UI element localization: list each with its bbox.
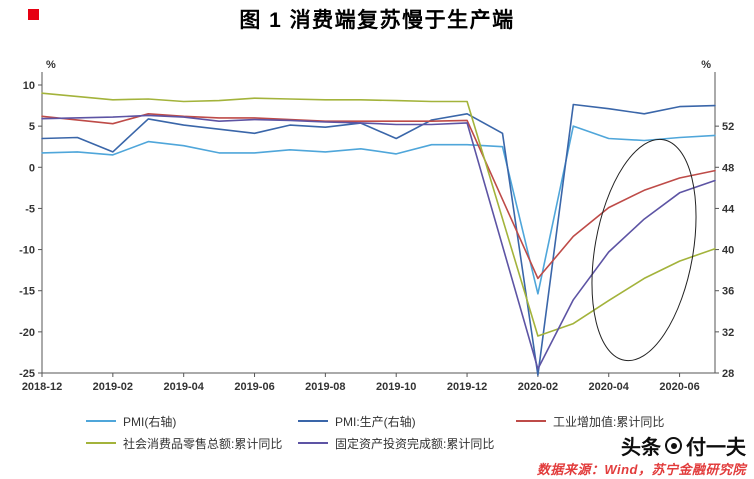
x-axis-tick-label: 2020-02: [518, 381, 558, 393]
chart-legend: PMI(右轴) PMI:生产(右轴) 工业增加值:累计同比社会消费品零售总额:累计同…: [86, 410, 726, 454]
x-axis-tick-label: 2019-10: [376, 381, 416, 393]
figure-header: 图 1 消费端复苏慢于生产端: [0, 4, 754, 34]
legend-swatch: [86, 420, 116, 422]
legend-label: 工业增加值:累计同比: [553, 414, 665, 429]
legend-swatch: [298, 442, 328, 444]
right-axis-tick-label: 48: [722, 162, 734, 174]
x-axis-tick-label: 2020-04: [589, 381, 630, 393]
line-chart: 10 5 0 -5 -10 -15 -20 -25% 52 48 44 40 36 32 28% 2018-1…: [19, 59, 735, 393]
left-axis-tick-label: 0: [29, 162, 35, 174]
series-line-0: [41, 125, 716, 295]
legend-label: 社会消费品零售总额:累计同比: [123, 436, 283, 451]
highlight-ellipse: [591, 138, 697, 362]
legend-swatch: [298, 420, 328, 422]
left-axis-tick-label: -10: [19, 245, 35, 257]
series-line-4: [41, 114, 716, 370]
watermark-handle: 付一夫: [686, 437, 746, 459]
x-axis-tick-label: 2019-06: [234, 381, 274, 393]
title-marker: [28, 9, 39, 20]
left-axis-unit-label: %: [46, 59, 56, 71]
right-axis-tick-label: 28: [722, 368, 734, 380]
x-axis-tick-label: 2019-04: [163, 381, 204, 393]
x-axis-tick-label: 2018-12: [22, 381, 62, 393]
toutiao-logo-icon: [665, 437, 682, 454]
legend-swatch: [86, 442, 116, 444]
series-line-3: [41, 92, 716, 337]
x-axis-tick-label: 2020-06: [659, 381, 699, 393]
series-line-2: [41, 113, 716, 280]
watermark-brand: 头条: [621, 437, 661, 459]
left-axis-tick-label: -5: [25, 203, 35, 215]
right-axis-unit-label: %: [701, 59, 711, 71]
legend-item: 固定资产投资完成额:累计同比: [298, 435, 516, 452]
watermark: 头条 付一夫: [621, 431, 746, 460]
x-axis-tick-label: 2019-08: [305, 381, 345, 393]
right-axis-tick-label: 36: [722, 286, 734, 298]
right-axis-tick-label: 44: [722, 203, 735, 215]
legend-row: PMI(右轴) PMI:生产(右轴) 工业增加值:累计同比: [86, 410, 726, 432]
legend-item: PMI:生产(右轴): [298, 413, 516, 430]
right-axis-tick-label: 32: [722, 327, 734, 339]
left-axis-tick-label: -20: [19, 327, 35, 339]
series-line-1: [41, 103, 716, 376]
x-axis-tick-label: 2019-12: [447, 381, 487, 393]
legend-label: PMI(右轴): [123, 414, 177, 429]
legend-label: 固定资产投资完成额:累计同比: [335, 436, 495, 451]
data-source-note: 数据来源：Wind，苏宁金融研究院: [536, 462, 746, 477]
legend-label: PMI:生产(右轴): [335, 414, 416, 429]
left-axis-tick-label: -15: [19, 286, 35, 298]
legend-item: PMI(右轴): [86, 413, 298, 430]
right-axis-tick-label: 52: [722, 121, 734, 133]
right-axis-tick-label: 40: [722, 245, 734, 257]
figure-title: 图 1 消费端复苏慢于生产端: [239, 9, 515, 32]
legend-swatch: [516, 420, 546, 422]
legend-item: 工业增加值:累计同比: [516, 413, 726, 430]
left-axis-tick-label: -25: [19, 368, 35, 380]
left-axis-tick-label: 10: [23, 80, 35, 92]
legend-row: 社会消费品零售总额:累计同比 固定资产投资完成额:累计同比: [86, 432, 726, 454]
left-axis-tick-label: 5: [29, 121, 35, 133]
legend-item: 社会消费品零售总额:累计同比: [86, 435, 298, 452]
x-axis-tick-label: 2019-02: [93, 381, 133, 393]
